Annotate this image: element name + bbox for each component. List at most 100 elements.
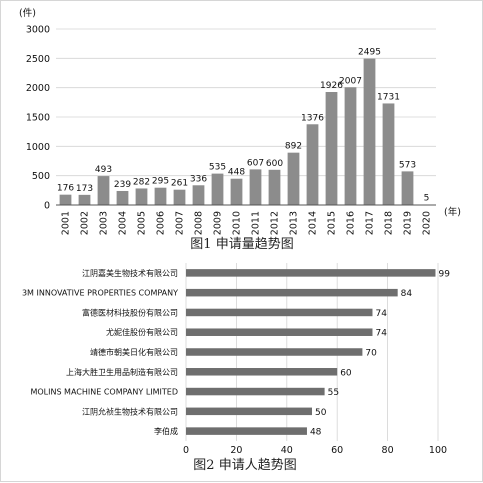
bar [250, 169, 262, 205]
bar [136, 188, 148, 205]
x-tick-label: 2004 [118, 211, 129, 235]
y-tick-label: 2500 [26, 54, 50, 65]
bar-value-label: 1731 [377, 92, 400, 102]
bar-value-label: 282 [133, 177, 150, 187]
x-tick-label: 40 [281, 445, 293, 456]
x-tick-label: 80 [382, 445, 394, 456]
bar [326, 92, 338, 205]
x-tick-label: 2008 [194, 211, 205, 235]
bar-value-label: 600 [266, 159, 283, 169]
bar [155, 188, 167, 205]
bar [193, 185, 205, 205]
x-tick-label: 2011 [251, 211, 262, 235]
bar-value-label: 74 [375, 309, 387, 319]
y-tick-label: 3000 [26, 25, 50, 36]
bar-value-label: 493 [95, 165, 112, 175]
bar [186, 269, 435, 277]
category-label: 上海大胜卫生用品制造有限公司 [66, 367, 178, 377]
x-tick-label: 2019 [403, 211, 414, 235]
bar [307, 124, 319, 205]
bar [186, 289, 398, 297]
x-tick-label: 2016 [346, 211, 357, 235]
y-axis-unit: (件) [19, 7, 36, 19]
bar [186, 348, 362, 356]
x-tick-label: 2006 [156, 211, 167, 235]
bar-value-label: 84 [401, 289, 413, 299]
bar-value-label: 535 [209, 163, 226, 173]
x-tick-labels: 2001 2002 2003 2004 2005 2006 2007 2008 2009 2010… [61, 211, 433, 235]
bar-value-label: 2495 [358, 48, 381, 58]
bar-value-label: 573 [399, 160, 416, 170]
y-tick-label: 1000 [26, 142, 50, 153]
x-tick-label: 2014 [308, 211, 319, 235]
y-tick-label: 2000 [26, 83, 50, 94]
bar-value-label: 70 [365, 349, 377, 359]
x-tick-label: 2001 [61, 211, 72, 235]
chart1-caption: 图1 申请量趋势图 [190, 236, 293, 252]
bar-value-label: 55 [328, 388, 339, 398]
bar-value-label: 295 [152, 177, 169, 187]
y-tick-labels: 0 500 1000 1500 2000 2500 3000 [26, 25, 50, 212]
x-tick-label: 2002 [80, 211, 91, 235]
bar [186, 309, 372, 317]
x-tick-label: 2010 [232, 211, 243, 235]
category-label: 尤妮佳股份有限公司 [106, 327, 178, 337]
bar [174, 190, 186, 205]
bar-value-label: 1376 [301, 113, 324, 123]
bar-value-label: 173 [76, 184, 93, 194]
bar-value-label: 60 [340, 368, 352, 378]
x-axis-unit: (年) [444, 206, 461, 218]
category-label: 靖德市朝美日化有限公司 [90, 347, 178, 357]
category-labels: 江阴嘉美生物技术有限公司 3M INNOVATIVE PROPERTIES COM… [22, 268, 178, 436]
bar [364, 59, 376, 205]
category-label: 3M INNOVATIVE PROPERTIES COMPANY [22, 289, 178, 298]
x-tick-label: 2003 [99, 211, 110, 235]
bar [79, 195, 91, 205]
bar-value-label: 48 [310, 428, 322, 438]
bar [345, 87, 357, 205]
bar [269, 170, 281, 205]
chart2-caption: 图2 申请人趋势图 [193, 457, 296, 473]
x-tick-label: 2013 [289, 211, 300, 235]
x-tick-label: 100 [429, 445, 447, 456]
x-tick-label: 0 [183, 445, 189, 456]
bar-value-label: 607 [247, 158, 264, 168]
bar [98, 176, 110, 205]
category-label: 富德医材科技股份有限公司 [82, 307, 178, 317]
bar-value-label: 336 [190, 174, 207, 184]
x-tick-label: 20 [230, 445, 242, 456]
x-tick-label: 2012 [270, 211, 281, 235]
bar [186, 427, 307, 435]
x-tick-label: 2007 [175, 211, 186, 235]
x-tick-label: 2005 [137, 211, 148, 235]
category-label: 江阴嘉美生物技术有限公司 [82, 268, 178, 278]
x-tick-label: 2017 [365, 211, 376, 235]
y-tick-label: 1500 [26, 113, 50, 124]
bar [186, 368, 337, 376]
bar [231, 179, 243, 205]
bar-value-label: 261 [171, 179, 188, 189]
x-tick-label: 2018 [384, 211, 395, 235]
y-tick-label: 500 [32, 171, 50, 182]
bar-value-label: 448 [228, 168, 245, 178]
category-label: MOLINS MACHINE COMPANY LIMITED [30, 388, 178, 397]
bar-value-label: 2007 [339, 76, 362, 86]
bar [383, 103, 395, 205]
bar-value-label: 176 [57, 184, 74, 194]
bar [186, 408, 312, 416]
bar [186, 328, 372, 336]
bar [402, 171, 414, 205]
bar [212, 174, 224, 205]
bar-value-label: 50 [315, 408, 327, 418]
x-tick-label: 2009 [213, 211, 224, 235]
bars [186, 269, 435, 435]
bar [117, 191, 129, 205]
category-label: 李伯成 [154, 426, 178, 436]
y-tick-label: 0 [44, 201, 50, 212]
bar [288, 153, 300, 205]
